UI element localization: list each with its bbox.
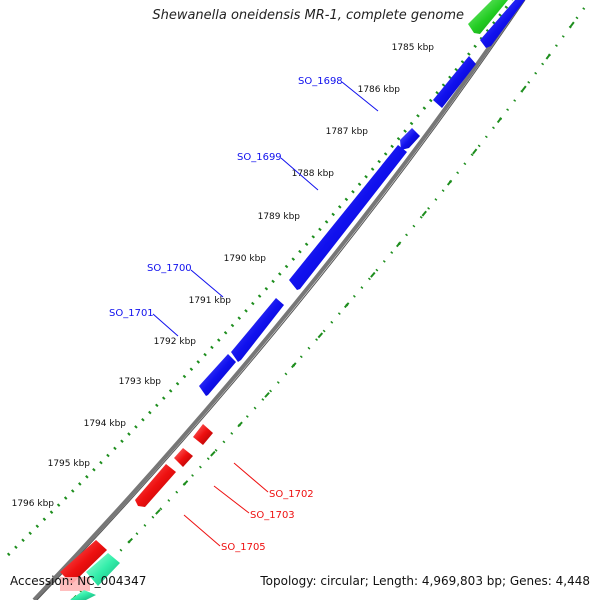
tick-label: 1794 kbp [84,419,127,429]
tick-label: 1790 kbp [224,254,267,264]
tick-label: 1795 kbp [48,459,91,469]
gene-block[interactable] [433,56,476,108]
gene-arrow[interactable] [193,424,213,445]
gene-label-leader [213,485,250,514]
gene-arrow[interactable] [199,354,236,396]
tick-label: 1787 kbp [326,127,369,137]
gene-label-so-1703[interactable]: SO_1703 [250,510,295,521]
gene-block[interactable] [60,540,107,584]
tick-label: 1788 kbp [292,169,335,179]
accession-label: Accession: NC_004347 [10,574,147,588]
inner-tick-marks [71,0,591,600]
gene-label-so-1705[interactable]: SO_1705 [221,542,266,553]
gene-label-leader [190,269,224,298]
tick-label: 1786 kbp [358,85,401,95]
gene-label-so-1701[interactable]: SO_1701 [109,308,154,319]
rna-gene[interactable] [70,590,96,600]
outer-tick-track [6,0,514,557]
rna-gene[interactable] [86,553,120,586]
gene-block[interactable] [60,577,90,591]
tick-label: 1785 kbp [392,43,435,53]
gene-arrow[interactable] [400,128,420,150]
genome-summary: Topology: circular; Length: 4,969,803 bp… [260,574,590,588]
gene-label-so-1700[interactable]: SO_1700 [147,263,192,274]
rna-gene[interactable] [468,0,508,34]
gene-label-so-1702[interactable]: SO_1702 [269,489,314,500]
gene-label-leader [183,514,221,547]
gene-arrow[interactable] [289,145,407,290]
gene-label-so-1699[interactable]: SO_1699 [237,152,282,163]
gene-arrow[interactable] [135,464,176,507]
gene-block[interactable] [480,0,525,48]
genome-backbone [32,0,524,600]
tick-label: 1793 kbp [119,377,162,387]
map-title: Shewanella oneidensis MR-1, complete gen… [152,8,464,23]
gene-label-leader [152,313,179,337]
tick-label: 1796 kbp [12,499,55,509]
tick-labels: 1785 kbp 1786 kbp 1787 kbp 1788 kbp 1789 kbp… [12,43,435,509]
gene-label-so-1698[interactable]: SO_1698 [298,76,343,87]
tick-label: 1791 kbp [189,296,232,306]
inner-tick-track [71,0,592,600]
tick-label: 1792 kbp [154,337,197,347]
gene-label-leader [280,157,319,191]
gene-arrow[interactable] [174,448,193,467]
gene-labels: SO_1698 SO_1699 SO_1700 SO_1701 SO_1702 SO_17… [109,76,379,553]
genome-backbone-shade [36,0,526,600]
tick-label: 1789 kbp [258,212,301,222]
gene-label-leader [341,81,379,112]
gene-label-leader [233,462,269,493]
gene-arrow[interactable] [231,298,284,362]
